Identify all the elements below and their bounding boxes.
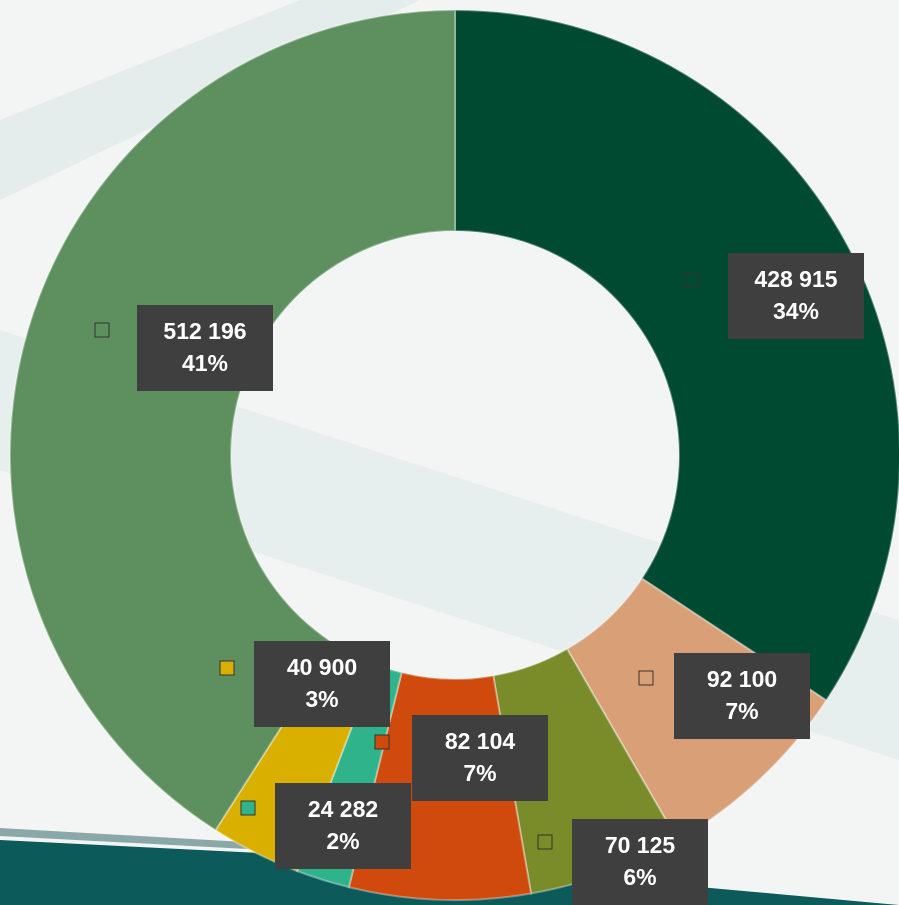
donut-slice (9, 8, 456, 832)
value-label: 82 104 (445, 728, 516, 754)
percent-label: 34% (773, 298, 819, 324)
value-label: 24 282 (308, 796, 378, 822)
percent-label: 2% (326, 828, 359, 854)
percent-label: 6% (623, 864, 656, 890)
donut-slice (454, 8, 899, 702)
label-box (572, 819, 708, 905)
percent-label: 7% (463, 760, 496, 786)
value-label: 70 125 (605, 832, 676, 858)
legend-key (374, 734, 390, 750)
label-box (728, 253, 864, 339)
value-label: 512 196 (163, 318, 246, 344)
percent-label: 41% (182, 350, 228, 376)
percent-label: 3% (305, 686, 338, 712)
label-box (674, 653, 810, 739)
value-label: 92 100 (707, 666, 777, 692)
legend-key (638, 670, 654, 686)
label-box (412, 715, 548, 801)
label-box (137, 305, 273, 391)
value-label: 428 915 (754, 266, 837, 292)
percent-label: 7% (725, 698, 758, 724)
legend-key (684, 272, 700, 288)
label-box (254, 641, 390, 727)
legend-key (240, 800, 256, 816)
legend-key (94, 322, 110, 338)
value-label: 40 900 (287, 654, 357, 680)
legend-key (537, 834, 553, 850)
label-box (275, 783, 411, 869)
legend-key (219, 660, 235, 676)
